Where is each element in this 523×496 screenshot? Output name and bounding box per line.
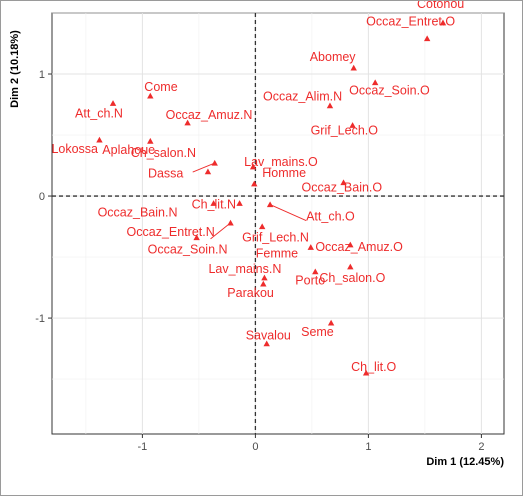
data-point-label: Occaz_Soin.O [349,84,430,98]
x-axis-title: Dim 1 (12.45%) [426,456,504,468]
data-point-label: Att_ch.N [75,106,123,120]
data-point-label: Ch_lit.O [351,360,396,374]
y-tick-label: -1 [35,313,45,325]
data-point-marker [349,122,356,128]
data-point-label: Savalou [246,329,291,343]
data-point-label: Grif_Lech.N [242,231,309,245]
data-point-marker [327,319,335,326]
data-point-label: Occaz_Bain.N [98,205,178,219]
plot-panel [51,12,505,435]
data-point-label: Occaz_Amuz.N [166,108,253,122]
data-point-marker [307,244,314,250]
data-point-marker [251,180,258,187]
data-point-marker [439,19,447,26]
data-point-marker [326,102,334,109]
data-point-marker [96,136,103,143]
data-point-label: Occaz_Bain.O [302,181,383,195]
y-axis-title: Dim 2 (10.18%) [9,30,21,108]
data-point-label: Lav_mains.N [208,262,281,276]
data-point-marker [340,179,347,186]
data-point-label: Occaz_Amuz.O [315,240,403,254]
data-point-label: Femme [256,246,298,260]
data-point-label: Ch_salon.O [319,271,385,285]
data-point-label: Occaz_Alim.N [263,90,342,104]
data-point-marker [236,200,243,206]
data-point-marker [350,64,357,71]
data-point-label: Att_ch.O [306,210,355,224]
data-point-label: Parakou [227,286,274,300]
data-point-label: Lokossa [51,142,98,156]
data-point-marker [423,35,431,42]
data-point-label: Grif_Lech.O [311,123,379,137]
data-point-label: Homme [262,166,306,180]
data-point-marker [362,369,370,376]
label-connectors [192,162,307,240]
data-point-marker [147,92,154,99]
data-point-marker [260,280,267,287]
data-point-marker [204,168,212,175]
data-point-marker [258,223,266,230]
data-point-marker [249,163,257,170]
x-tick-label: -1 [138,441,148,453]
data-point-marker [347,263,354,270]
data-point-label: Abomey [310,50,357,64]
data-point-marker [347,241,354,248]
data-point-marker [109,100,117,106]
data-point-marker [312,268,319,275]
data-point-label: Occaz_Soin.N [148,243,228,257]
points-layer [96,19,447,376]
data-point-marker [266,201,274,208]
data-point-label: Occaz_Entret.N [127,225,215,239]
tick-labels-layer: -1 0 1 2 -1 0 1 [35,69,484,453]
data-point-label: Ch_lit.N [192,197,236,211]
x-tick-label: 1 [365,441,371,453]
data-point-label: Ch_salon.N [131,146,196,160]
x-tick-label: 2 [478,441,484,453]
reference-lines [52,13,504,434]
data-point-marker [210,200,217,206]
data-point-label: Come [144,80,177,94]
data-point-marker [211,159,218,166]
label-connector [210,222,231,240]
data-point-marker [147,137,154,144]
label-connector [192,162,215,173]
data-point-marker [263,340,270,347]
data-point-label: Seme [301,325,334,339]
data-point-label: Lav_mains.O [244,155,318,169]
point-labels-layer: Cotonou Occaz_Entret.O Abomey Occaz_Soin.O O… [51,1,464,374]
y-tick-label: 0 [39,191,45,203]
data-point-label: Dassa [148,167,183,181]
label-connector [269,204,307,221]
data-point-marker [193,234,200,241]
data-point-marker [371,79,379,86]
data-point-label: Porto [295,274,325,288]
data-point-marker [184,119,191,126]
x-tick-label: 0 [252,441,258,453]
data-point-marker [261,274,268,281]
y-tick-label: 1 [39,69,45,81]
data-point-label: Aplahoue [102,143,155,157]
data-point-marker [227,219,234,226]
grid-layer [51,12,505,435]
data-point-label: Cotonou [417,1,464,11]
data-point-label: Occaz_Entret.O [366,15,455,29]
